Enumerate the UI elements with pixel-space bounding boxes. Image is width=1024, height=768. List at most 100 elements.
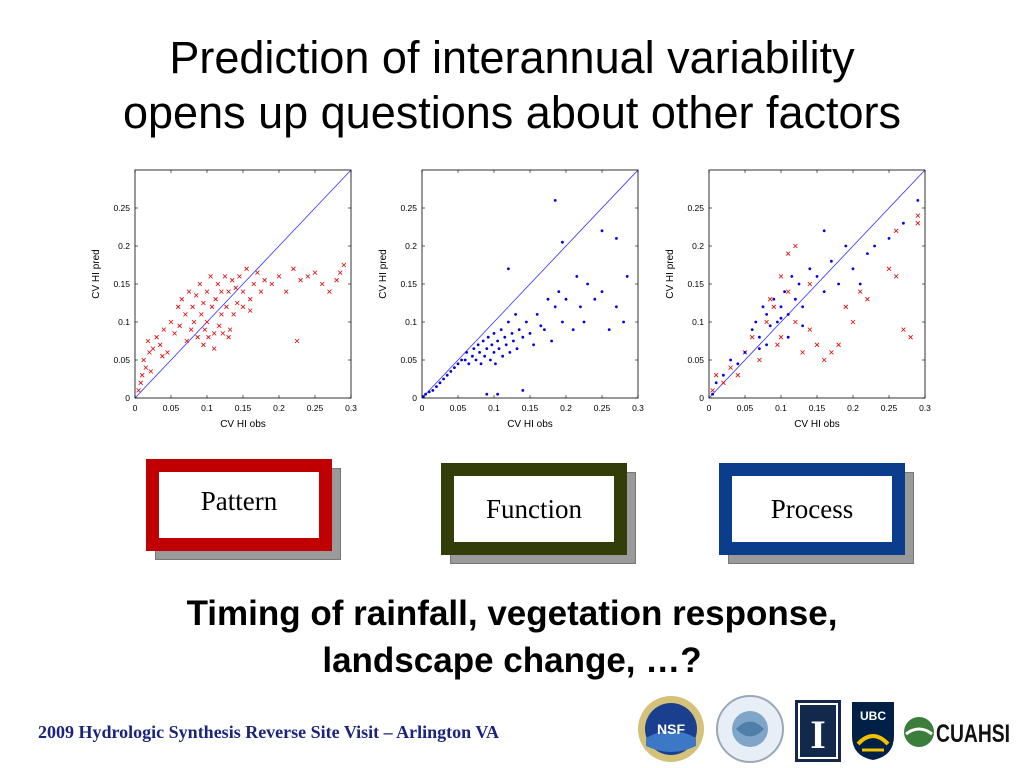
data-point-dot bbox=[471, 354, 474, 358]
data-point-dot bbox=[474, 358, 478, 362]
data-point-dot bbox=[729, 358, 732, 362]
data-point-x bbox=[211, 331, 217, 336]
data-point-x bbox=[735, 372, 741, 378]
y-tick-label: 0 bbox=[412, 393, 417, 403]
predictability-logo bbox=[716, 695, 784, 763]
data-point-x bbox=[294, 338, 300, 344]
x-tick-label: 0.15 bbox=[522, 403, 539, 413]
y-tick-label: 0.25 bbox=[687, 203, 704, 213]
data-point-x bbox=[327, 289, 332, 294]
pattern-label: Pattern bbox=[200, 485, 278, 516]
data-point-x bbox=[216, 323, 222, 329]
data-point-dot bbox=[801, 324, 804, 328]
x-tick-label: 0 bbox=[133, 403, 138, 413]
data-point-dot bbox=[615, 237, 618, 240]
data-point-x bbox=[807, 281, 813, 287]
data-point-dot bbox=[758, 347, 761, 350]
data-point-x bbox=[201, 342, 206, 348]
data-point-dot bbox=[508, 351, 512, 354]
scatter-chart-pattern: 0 0.05 0.1 0.15 0.2 0.25 0.3 0 0.05 0.1 0.15 0.2 0.2… bbox=[91, 169, 357, 430]
data-point-dot bbox=[625, 275, 629, 278]
data-point-dot bbox=[844, 244, 848, 248]
data-point-dot bbox=[438, 381, 442, 385]
question-text: Timing of rainfall, vegetation response,… bbox=[0, 590, 1024, 684]
data-point-x bbox=[793, 243, 798, 249]
data-point-x bbox=[240, 289, 246, 294]
data-point-dot bbox=[754, 320, 758, 324]
scatter-chart-function: 0 0.05 0.1 0.15 0.2 0.25 0.3 0 0.05 0.1 0.15 0.2 0.2… bbox=[378, 169, 644, 430]
data-point-dot bbox=[765, 313, 768, 316]
data-point-dot bbox=[496, 339, 499, 343]
data-point-dot bbox=[761, 305, 765, 309]
data-point-x bbox=[197, 281, 203, 287]
process-box: Process bbox=[719, 463, 914, 564]
data-point-dot bbox=[528, 332, 532, 335]
data-point-dot bbox=[485, 392, 489, 396]
data-point-x bbox=[188, 327, 194, 332]
one-to-one-line bbox=[421, 169, 639, 399]
x-tick-label: 0.1 bbox=[488, 403, 500, 413]
data-point-x bbox=[227, 327, 233, 332]
x-tick-label: 0.3 bbox=[919, 403, 931, 413]
data-point-dot bbox=[442, 377, 445, 381]
data-point-x bbox=[334, 277, 339, 283]
data-point-dot bbox=[449, 370, 453, 373]
data-point-x bbox=[276, 274, 282, 279]
data-point-dot bbox=[465, 351, 469, 354]
data-point-dot bbox=[510, 332, 514, 335]
x-tick-label: 0.05 bbox=[450, 403, 467, 413]
data-point-x bbox=[219, 312, 224, 317]
data-point-dot bbox=[783, 290, 786, 293]
y-tick-label: 0.2 bbox=[405, 241, 417, 251]
data-point-dot bbox=[503, 335, 507, 339]
data-point-dot bbox=[525, 320, 528, 324]
data-point-x bbox=[175, 304, 181, 310]
data-point-x bbox=[240, 304, 246, 310]
data-point-x bbox=[160, 353, 165, 359]
data-point-x bbox=[767, 296, 773, 302]
x-tick-label: 0.1 bbox=[201, 403, 213, 413]
data-point-x bbox=[161, 327, 167, 332]
y-tick-label: 0.05 bbox=[113, 355, 130, 365]
data-point-dot bbox=[822, 229, 826, 233]
data-point-dot bbox=[467, 362, 471, 366]
data-point-x bbox=[857, 289, 863, 294]
one-to-one-line bbox=[134, 169, 352, 399]
data-point-x bbox=[231, 312, 236, 317]
data-point-x bbox=[771, 304, 777, 310]
data-point-x bbox=[800, 350, 805, 355]
data-point-x bbox=[233, 285, 239, 291]
data-point-dot bbox=[607, 328, 611, 331]
data-point-x bbox=[219, 289, 224, 294]
data-point-dot bbox=[486, 335, 490, 339]
x-axis-label: CV HI obs bbox=[507, 419, 553, 430]
data-point-dot bbox=[586, 282, 589, 286]
data-point-x bbox=[148, 369, 154, 374]
process-label: Process bbox=[770, 493, 854, 524]
data-point-x bbox=[908, 334, 913, 340]
data-point-dot bbox=[801, 305, 804, 309]
y-tick-label: 0.1 bbox=[405, 317, 417, 327]
data-point-x bbox=[915, 213, 921, 218]
data-point-dot bbox=[514, 313, 517, 316]
data-point-dot bbox=[622, 320, 625, 324]
data-point-x bbox=[821, 357, 827, 363]
scatter-chart-process: 0 0.05 0.1 0.15 0.2 0.25 0.3 0 0.05 0.1 0.15 0.2 0.2… bbox=[665, 169, 931, 430]
data-point-dot bbox=[494, 362, 497, 366]
data-point-dot bbox=[553, 305, 557, 309]
data-point-dot bbox=[779, 305, 783, 309]
data-point-dot bbox=[600, 229, 604, 233]
data-point-dot bbox=[902, 221, 905, 225]
data-point-x bbox=[312, 270, 318, 275]
data-point-x bbox=[915, 220, 921, 226]
data-point-x bbox=[222, 274, 228, 279]
data-point-x bbox=[157, 342, 163, 348]
data-point-dot bbox=[483, 354, 487, 358]
title-line-1: Prediction of interannual variability bbox=[169, 32, 855, 83]
nsf-logo-text: NSF bbox=[657, 721, 685, 737]
data-point-dot bbox=[479, 362, 483, 366]
y-tick-label: 0.2 bbox=[118, 241, 130, 251]
data-point-dot bbox=[501, 354, 505, 358]
data-point-x bbox=[154, 334, 159, 340]
data-point-x bbox=[193, 293, 199, 298]
